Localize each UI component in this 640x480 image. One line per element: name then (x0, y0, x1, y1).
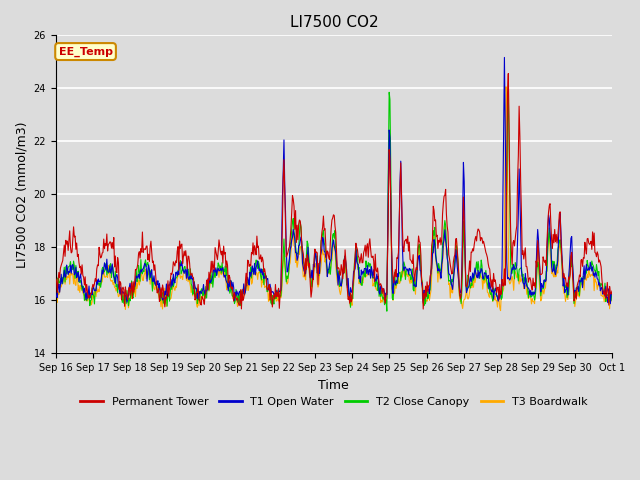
Text: EE_Temp: EE_Temp (58, 47, 113, 57)
Title: LI7500 CO2: LI7500 CO2 (289, 15, 378, 30)
X-axis label: Time: Time (319, 379, 349, 392)
Y-axis label: LI7500 CO2 (mmol/m3): LI7500 CO2 (mmol/m3) (15, 121, 28, 268)
Legend: Permanent Tower, T1 Open Water, T2 Close Canopy, T3 Boardwalk: Permanent Tower, T1 Open Water, T2 Close… (76, 393, 592, 411)
